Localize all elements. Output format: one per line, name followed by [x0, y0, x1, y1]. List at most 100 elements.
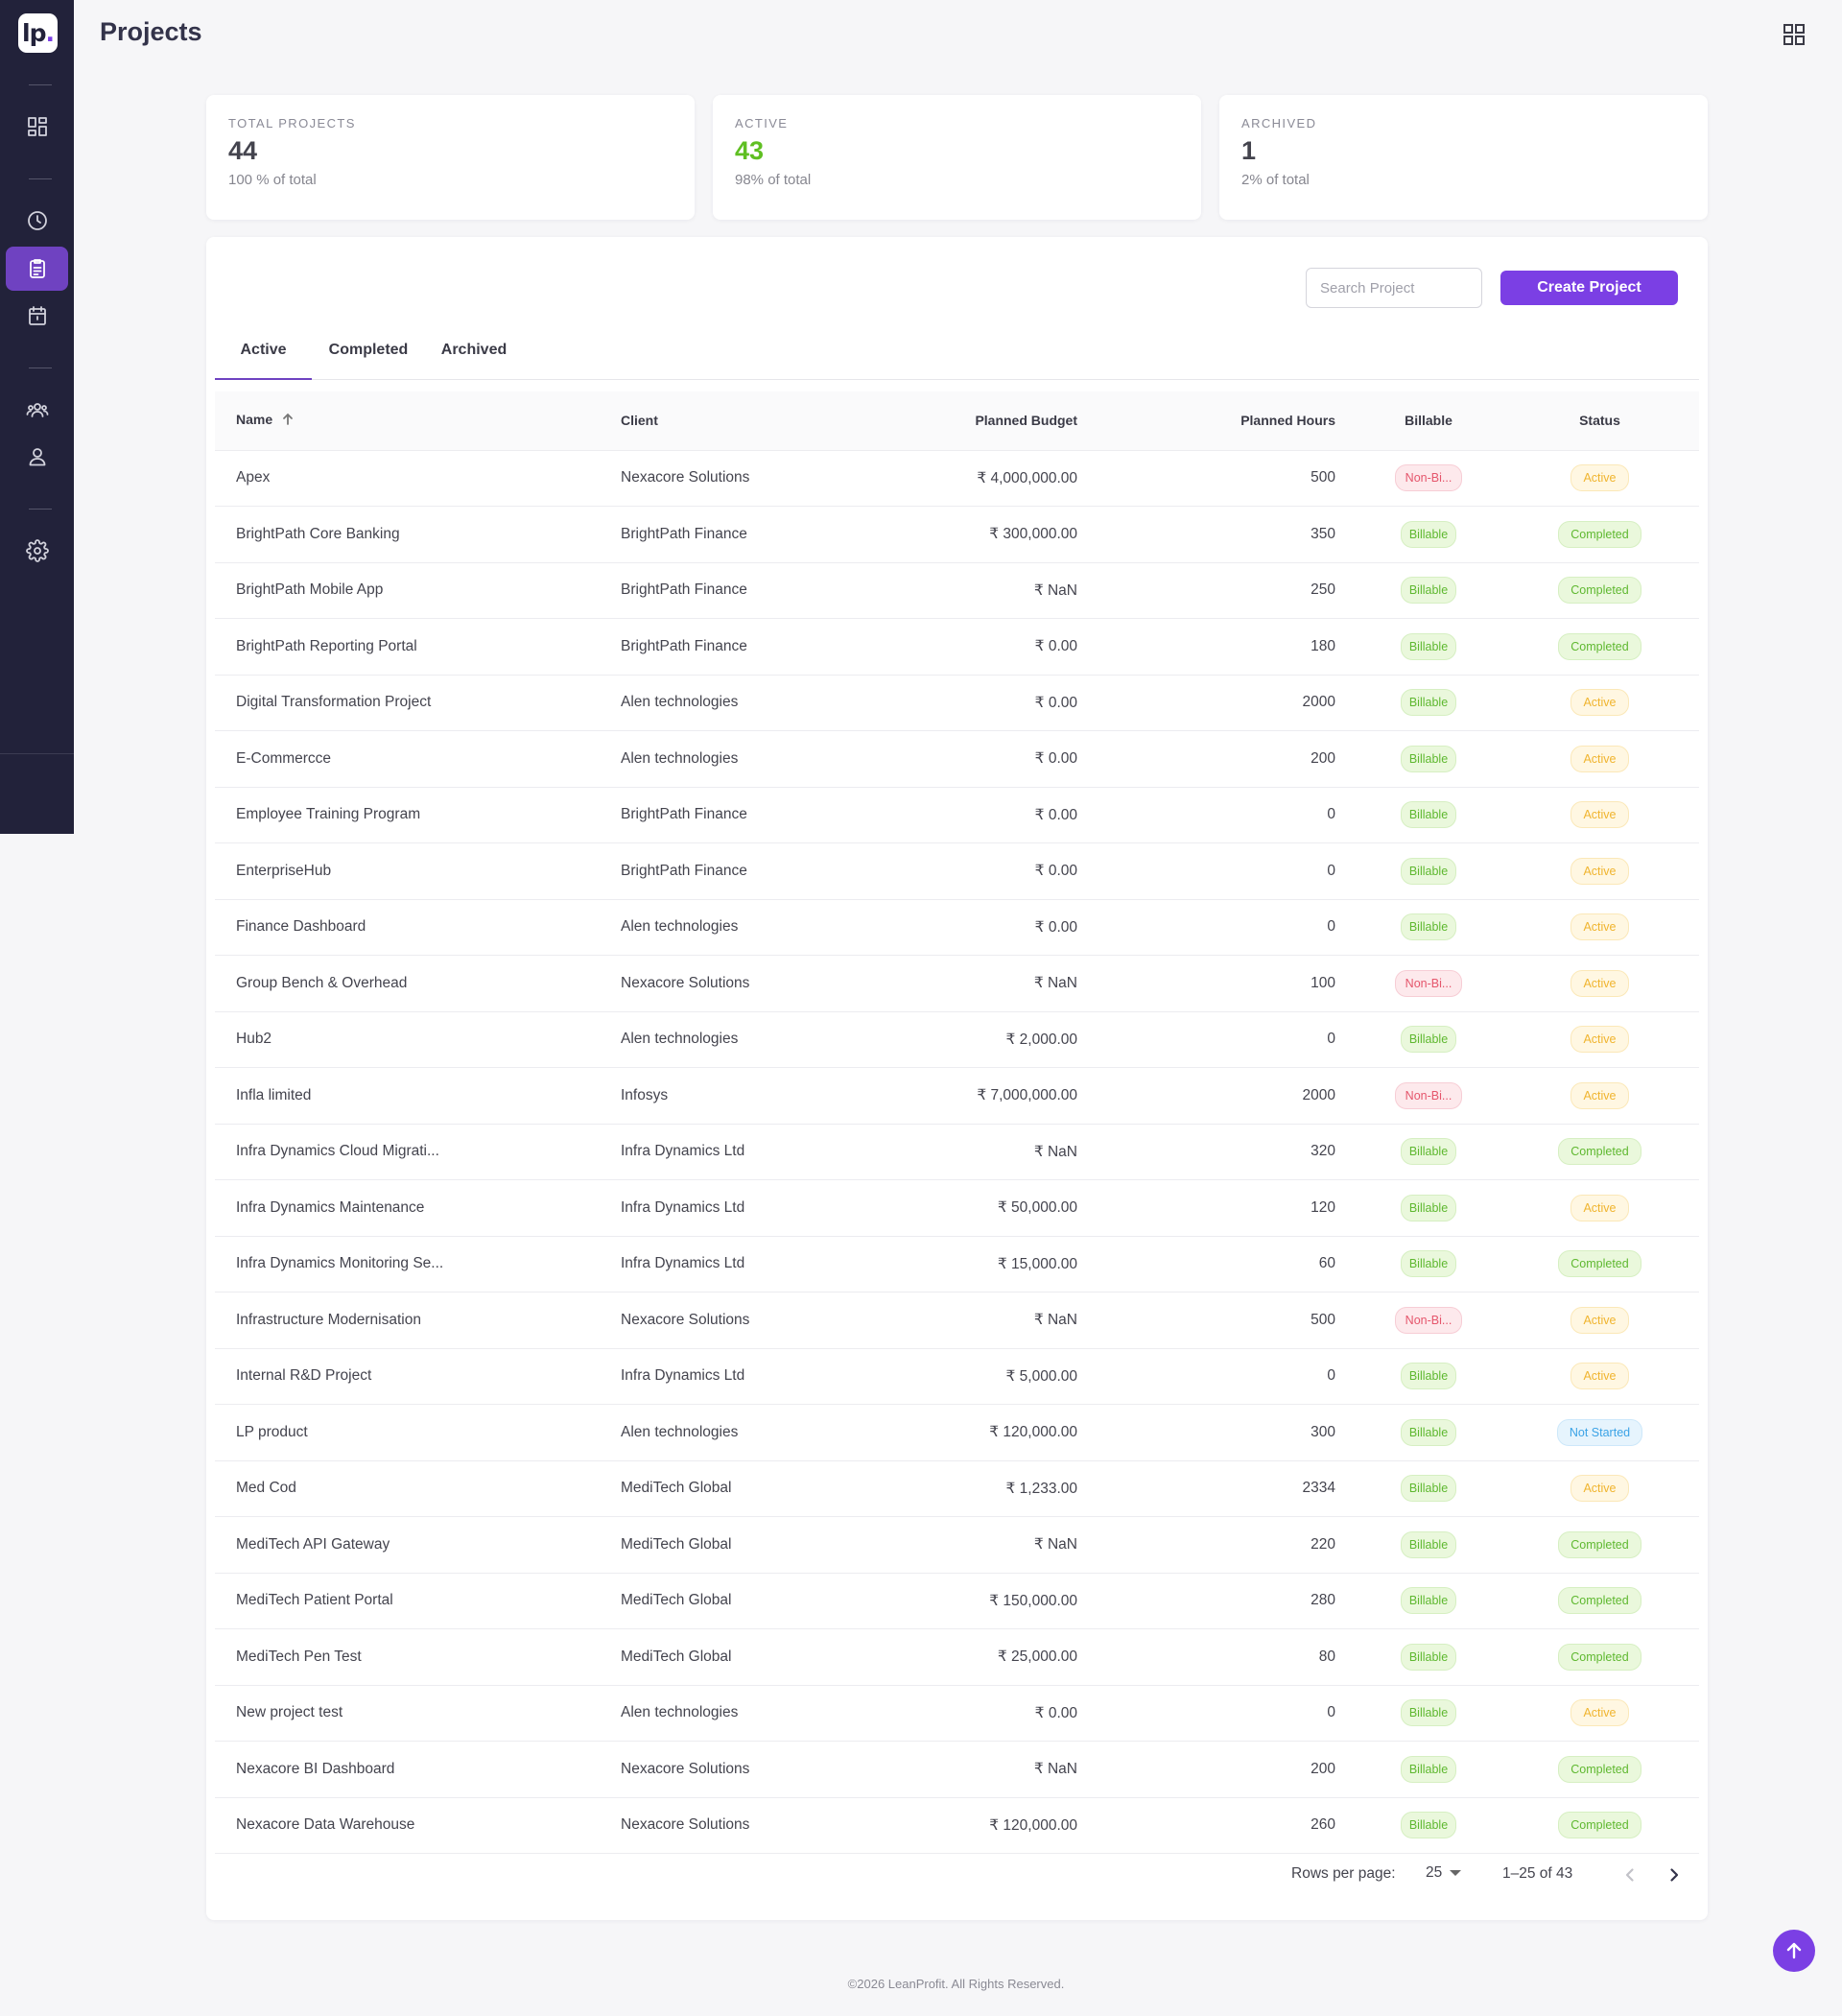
table-row[interactable]: Nexacore BI Dashboard Nexacore Solutions ₹…: [215, 1741, 1699, 1798]
client-name: Alen technologies: [600, 1685, 854, 1742]
app-logo[interactable]: lp.: [18, 13, 58, 53]
projects-panel: Create Project Active Completed Archived…: [206, 237, 1708, 1920]
planned-hours: 60: [1098, 1236, 1357, 1293]
table-row[interactable]: EnterpriseHub BrightPath Finance ₹ 0.00 0 Bi…: [215, 842, 1699, 900]
billable-cell: Billable: [1357, 899, 1500, 956]
project-name: BrightPath Mobile App: [215, 562, 600, 619]
project-name: LP product: [215, 1404, 600, 1461]
billable-badge: Billable: [1400, 1475, 1457, 1503]
tab-active[interactable]: Active: [215, 330, 312, 380]
billable-cell: Billable: [1357, 1685, 1500, 1742]
create-project-button[interactable]: Create Project: [1500, 271, 1678, 305]
status-badge: Active: [1570, 1475, 1629, 1503]
billable-cell: Billable: [1357, 1348, 1500, 1405]
planned-budget: ₹ 5,000.00: [854, 1348, 1098, 1405]
table-row[interactable]: Infra Dynamics Monitoring Se... Infra Dyn…: [215, 1236, 1699, 1293]
table-row[interactable]: Finance Dashboard Alen technologies ₹ 0.00…: [215, 899, 1699, 956]
table-row[interactable]: BrightPath Core Banking BrightPath Financ…: [215, 506, 1699, 563]
client-name: BrightPath Finance: [600, 506, 854, 563]
stat-subtext: 100 % of total: [228, 172, 317, 188]
billable-cell: Billable: [1357, 618, 1500, 676]
table-row[interactable]: Apex Nexacore Solutions ₹ 4,000,000.00 500 N…: [215, 450, 1699, 507]
client-name: Infra Dynamics Ltd: [600, 1179, 854, 1237]
status-badge: Active: [1570, 913, 1629, 941]
table-row[interactable]: Digital Transformation Project Alen techn…: [215, 675, 1699, 731]
sidebar-item-settings[interactable]: [6, 529, 68, 573]
column-header-name[interactable]: Name: [215, 391, 600, 451]
client-name: Infra Dynamics Ltd: [600, 1348, 854, 1405]
status-badge: Active: [1570, 1699, 1629, 1727]
client-name: Nexacore Solutions: [600, 955, 854, 1012]
column-header-status[interactable]: Status: [1500, 391, 1699, 451]
status-badge: Completed: [1558, 1587, 1641, 1615]
status-cell: Not Started: [1500, 1404, 1699, 1461]
sidebar-item-calendar[interactable]: [6, 294, 68, 338]
footer-copyright: ©2026 LeanProfit. All Rights Reserved.: [847, 1977, 1065, 1991]
planned-budget: ₹ 120,000.00: [854, 1797, 1098, 1854]
table-row[interactable]: Nexacore Data Warehouse Nexacore Solution…: [215, 1797, 1699, 1854]
table-row[interactable]: New project test Alen technologies ₹ 0.00 0…: [215, 1685, 1699, 1742]
sidebar-item-projects[interactable]: [6, 247, 68, 291]
planned-budget: ₹ NaN: [854, 562, 1098, 619]
column-header-billable[interactable]: Billable: [1357, 391, 1500, 451]
sort-arrow-up-icon[interactable]: [280, 412, 295, 430]
column-header-client[interactable]: Client: [600, 391, 854, 451]
previous-page-button[interactable]: [1616, 1861, 1644, 1889]
table-row[interactable]: Med Cod MediTech Global ₹ 1,233.00 2334 Bill…: [215, 1460, 1699, 1517]
planned-budget: ₹ NaN: [854, 1124, 1098, 1180]
search-input[interactable]: [1306, 268, 1482, 308]
sidebar-item-dashboard[interactable]: [6, 105, 68, 149]
project-name: Infla limited: [215, 1067, 600, 1125]
billable-badge: Billable: [1400, 520, 1457, 548]
client-name: Nexacore Solutions: [600, 1797, 854, 1854]
status-cell: Completed: [1500, 1573, 1699, 1629]
calendar-icon: [28, 306, 46, 325]
sidebar-item-teams[interactable]: [6, 388, 68, 432]
client-name: Nexacore Solutions: [600, 450, 854, 507]
rows-per-page-select[interactable]: 25: [1426, 1864, 1462, 1882]
table-row[interactable]: E-Commercce Alen technologies ₹ 0.00 200 Bil…: [215, 730, 1699, 788]
table-row[interactable]: MediTech Pen Test MediTech Global ₹ 25,000…: [215, 1628, 1699, 1686]
stat-subtext: 98% of total: [735, 172, 812, 188]
table-row[interactable]: BrightPath Reporting Portal BrightPath Fi…: [215, 618, 1699, 676]
status-badge: Completed: [1558, 1138, 1641, 1166]
client-name: Nexacore Solutions: [600, 1292, 854, 1349]
tab-completed[interactable]: Completed: [328, 342, 409, 358]
next-page-button[interactable]: [1660, 1861, 1688, 1889]
column-header-planned-hours[interactable]: Planned Hours: [1098, 391, 1357, 451]
status-cell: Active: [1500, 899, 1699, 956]
planned-budget: ₹ 300,000.00: [854, 506, 1098, 563]
tab-archived[interactable]: Archived: [440, 342, 508, 358]
status-cell: Completed: [1500, 562, 1699, 619]
stat-label: ACTIVE: [735, 116, 789, 130]
scroll-to-top-button[interactable]: [1773, 1930, 1815, 1972]
billable-badge: Billable: [1400, 689, 1457, 717]
planned-budget: ₹ 150,000.00: [854, 1573, 1098, 1629]
table-row[interactable]: MediTech Patient Portal MediTech Global ₹ …: [215, 1573, 1699, 1629]
table-row[interactable]: Infra Dynamics Maintenance Infra Dynamics…: [215, 1179, 1699, 1237]
planned-budget: ₹ 1,233.00: [854, 1460, 1098, 1517]
table-row[interactable]: Hub2 Alen technologies ₹ 2,000.00 0 Billable…: [215, 1011, 1699, 1068]
table-row[interactable]: Internal R&D Project Infra Dynamics Ltd ₹ …: [215, 1348, 1699, 1405]
table-row[interactable]: MediTech API Gateway MediTech Global ₹ NaN…: [215, 1516, 1699, 1574]
status-cell: Completed: [1500, 506, 1699, 563]
planned-budget: ₹ 0.00: [854, 618, 1098, 676]
billable-badge: Non-Bi...: [1395, 969, 1462, 997]
grid-view-icon[interactable]: [1782, 22, 1807, 47]
planned-budget: ₹ 15,000.00: [854, 1236, 1098, 1293]
table-row[interactable]: LP product Alen technologies ₹ 120,000.00 3…: [215, 1404, 1699, 1461]
gear-icon: [25, 539, 49, 562]
client-name: Alen technologies: [600, 1011, 854, 1068]
billable-cell: Non-Bi...: [1357, 1292, 1500, 1349]
project-name: BrightPath Core Banking: [215, 506, 600, 563]
table-row[interactable]: Employee Training Program BrightPath Fina…: [215, 787, 1699, 843]
table-row[interactable]: Infra Dynamics Cloud Migrati... Infra Dyn…: [215, 1124, 1699, 1180]
sidebar-item-profile[interactable]: [6, 435, 68, 479]
status-badge: Completed: [1558, 632, 1641, 660]
sidebar-item-timesheet[interactable]: [6, 199, 68, 243]
table-row[interactable]: Infrastructure Modernisation Nexacore Sol…: [215, 1292, 1699, 1349]
table-row[interactable]: BrightPath Mobile App BrightPath Finance ₹…: [215, 562, 1699, 619]
table-row[interactable]: Group Bench & Overhead Nexacore Solutions…: [215, 955, 1699, 1012]
table-row[interactable]: Infla limited Infosys ₹ 7,000,000.00 2000 No…: [215, 1067, 1699, 1125]
column-header-planned-budget[interactable]: Planned Budget: [854, 391, 1098, 451]
